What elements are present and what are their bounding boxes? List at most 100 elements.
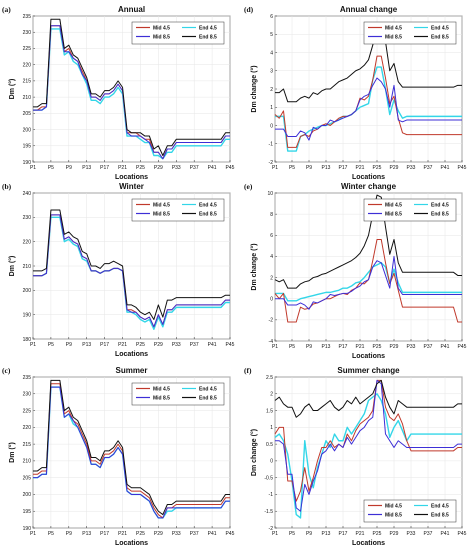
x-tick-label: P17 xyxy=(100,531,109,537)
y-tick-label: 205 xyxy=(23,475,32,481)
x-tick-label: P33 xyxy=(172,342,181,348)
y-tick-label: 4 xyxy=(270,50,273,56)
series-line-mid-4-5 xyxy=(274,379,462,502)
y-tick-label: 2 xyxy=(270,275,273,281)
y-tick-label: 5 xyxy=(270,32,273,38)
chart-title: Summer change xyxy=(337,366,400,375)
legend-label: Mid 4.5 xyxy=(153,25,170,31)
x-tick-label: P9 xyxy=(306,344,312,350)
legend-label: Mid 4.5 xyxy=(153,202,170,208)
legend-label: End 4.5 xyxy=(431,503,449,509)
x-tick-label: P45 xyxy=(458,165,467,171)
y-axis-label: Dm (°) xyxy=(8,256,16,277)
legend-label: Mid 8.5 xyxy=(385,211,402,217)
y-tick-label: -4 xyxy=(269,339,274,345)
y-tick-label: 235 xyxy=(23,14,32,20)
x-tick-label: P33 xyxy=(407,531,416,537)
x-tick-label: P13 xyxy=(322,344,331,350)
legend-label: Mid 4.5 xyxy=(153,386,170,392)
legend: Mid 4.5 End 4.5 Mid 8.5 End 8.5 xyxy=(363,21,457,45)
x-tick-label: P29 xyxy=(154,531,163,537)
y-tick-label: 190 xyxy=(23,160,32,166)
x-tick-label: P29 xyxy=(390,531,399,537)
legend-label: End 4.5 xyxy=(431,202,449,208)
legend-label: End 8.5 xyxy=(431,34,449,40)
y-tick-label: 210 xyxy=(23,95,32,101)
y-tick-label: 6 xyxy=(270,233,273,239)
panel-label: (f) xyxy=(244,366,252,375)
y-axis-label: Dm change (°) xyxy=(250,243,258,290)
x-tick-label: P1 xyxy=(30,531,36,537)
y-tick-label: -0.5 xyxy=(264,475,273,481)
legend-label: End 4.5 xyxy=(199,25,217,31)
y-tick-label: 230 xyxy=(23,30,32,36)
series-line-mid-8-5 xyxy=(33,214,230,328)
chart-panel-3: 180 190 200 210 220 230 240 P1 P5 P9 P13 P17 P21 P25 P… xyxy=(2,182,235,358)
x-tick-label: P45 xyxy=(226,165,235,171)
panel-label: (c) xyxy=(2,366,11,375)
legend-label: End 8.5 xyxy=(199,395,217,401)
legend-label: Mid 8.5 xyxy=(153,395,170,401)
y-tick-label: 225 xyxy=(23,408,32,414)
x-tick-label: P5 xyxy=(48,342,54,348)
y-tick-label: -1 xyxy=(269,142,274,148)
x-tick-label: P5 xyxy=(48,531,54,537)
x-tick-label: P13 xyxy=(322,531,331,537)
series-line-end-8-5 xyxy=(275,26,462,103)
x-tick-label: P21 xyxy=(118,342,127,348)
x-tick-label: P5 xyxy=(289,531,295,537)
y-tick-label: 1.5 xyxy=(266,408,273,414)
x-tick-label: P33 xyxy=(172,165,181,171)
panel-label: (a) xyxy=(2,5,11,14)
y-tick-label: 240 xyxy=(23,191,32,197)
legend-box xyxy=(131,382,225,406)
series-line-end-4-5 xyxy=(274,393,462,519)
x-tick-label: P9 xyxy=(66,531,72,537)
x-tick-label: P45 xyxy=(226,342,235,348)
y-tick-label: 3 xyxy=(270,69,273,75)
x-tick-label: P45 xyxy=(458,531,467,537)
y-tick-label: 225 xyxy=(23,46,32,52)
legend: Mid 4.5 End 4.5 Mid 8.5 End 8.5 xyxy=(363,499,457,523)
x-tick-label: P41 xyxy=(441,531,450,537)
x-tick-label: P1 xyxy=(272,344,278,350)
x-tick-label: P33 xyxy=(407,344,416,350)
x-axis-label: Locations xyxy=(115,540,148,547)
y-tick-label: 0.5 xyxy=(266,442,273,448)
chart-panel-1: 190 195 200 205 210 215 220 225 230 235 P1 P5 P9 P13 P… xyxy=(2,5,235,181)
series-line-end-8-5 xyxy=(33,379,230,516)
y-axis-label: Dm change (°) xyxy=(250,65,258,112)
y-tick-label: 200 xyxy=(23,288,32,294)
legend-label: End 4.5 xyxy=(199,202,217,208)
x-tick-label: P13 xyxy=(322,165,331,171)
x-tick-label: P13 xyxy=(82,165,91,171)
x-tick-label: P5 xyxy=(48,165,54,171)
x-tick-label: P17 xyxy=(339,531,348,537)
y-tick-label: 220 xyxy=(23,425,32,431)
legend-label: End 8.5 xyxy=(199,34,217,40)
series-line-end-8-5 xyxy=(274,194,462,289)
x-tick-label: P37 xyxy=(424,531,433,537)
x-axis-label: Locations xyxy=(115,351,148,358)
x-tick-label: P25 xyxy=(373,531,382,537)
x-axis-label: Locations xyxy=(352,353,385,360)
x-tick-label: P13 xyxy=(82,531,91,537)
chart-title: Annual xyxy=(118,5,145,14)
panel-label: (e) xyxy=(244,182,253,191)
chart-panel-5: 190 195 200 205 210 215 220 225 230 235 P1 P5 P9 P13 P… xyxy=(2,366,235,547)
x-tick-label: P17 xyxy=(339,344,348,350)
legend-label: Mid 8.5 xyxy=(153,34,170,40)
x-tick-label: P1 xyxy=(30,342,36,348)
x-tick-label: P29 xyxy=(390,344,399,350)
legend: Mid 4.5 End 4.5 Mid 8.5 End 8.5 xyxy=(363,198,457,222)
legend-label: Mid 8.5 xyxy=(385,34,402,40)
y-tick-label: 195 xyxy=(23,144,32,150)
x-tick-label: P29 xyxy=(390,165,399,171)
series-line-mid-8-5 xyxy=(275,77,462,141)
y-tick-label: 230 xyxy=(23,215,32,221)
chart-panel-4: -4 -2 0 2 4 6 8 10 P1 P5 P9 P13 P17 P21 P25 P29 P33 P37 P4… xyxy=(244,182,467,360)
y-tick-label: 180 xyxy=(23,337,32,343)
x-tick-label: P21 xyxy=(118,531,127,537)
x-tick-label: P37 xyxy=(424,344,433,350)
